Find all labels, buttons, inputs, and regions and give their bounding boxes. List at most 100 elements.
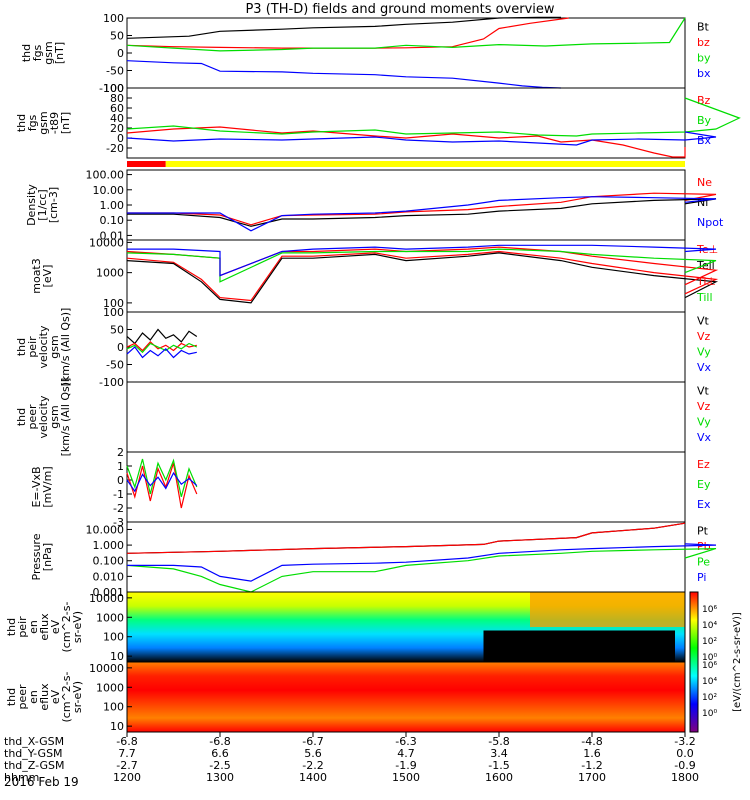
colorbar-tick-top: 10⁴ [702,621,717,631]
y-tick-label: 50 [110,30,124,43]
colorbar-tick-bottom: 10² [702,693,717,703]
series-line-Till [126,248,717,283]
panel-6: 210-1-2-3 E=-VxB[mV/m] Ez Ey Ex [30,446,711,529]
y-tick-label: 0 [117,341,124,354]
y-axis-label: peir [16,616,29,638]
x-coord-value: 3.4 [490,747,508,760]
y-axis-label: velocity [37,395,50,438]
panel-2: 100.00 10.00 1.00 0.10 0.01 Density[1/cc][cm-… [25,169,724,243]
y-tick-label: 0.001 [93,586,125,599]
time-axis: -6.87.7-2.71200-6.86.6-2.51300-6.75.6-2.… [4,732,699,784]
panel-frame [126,87,686,159]
y-axis-label: velocity [37,325,50,368]
y-tick-label: -50 [106,359,124,372]
x-coord-value: -1.9 [395,759,416,772]
series-line-Ey [126,458,198,497]
x-coord-value: 6.6 [211,747,229,760]
y-axis-label: fgs [26,114,39,131]
x-coord-value: -1.2 [581,759,602,772]
y-axis-label: eV [49,619,62,634]
spectrogram-9 [127,662,685,732]
status-bar-red [127,161,166,167]
y-axis-label: gsm [37,111,50,134]
y-tick-label: 10.000 [86,523,125,536]
y-tick-label: 10 [110,650,124,663]
y-tick-label: 100 [103,297,124,310]
x-hhmm-label: hhmm [4,771,39,784]
x-time-label: 1400 [299,771,327,784]
y-tick-label: -2 [113,502,124,515]
series-line-Pe [126,548,717,593]
series-line-bz [126,17,569,49]
legend-By: By [697,114,712,127]
y-axis-label: en [27,620,40,634]
series-line-By [126,97,741,137]
x-coord-value: -6.7 [302,735,323,748]
y-axis-label: gsm [42,41,55,64]
y-axis-label: eV [49,689,62,704]
y-axis-label: Pressure [30,533,43,580]
y-tick-label: 0 [117,132,124,145]
y-tick-label: 100 [103,631,124,644]
panel-frame [126,381,686,453]
colorbar-tick-bottom: 10⁰ [702,709,717,719]
legend-Vx: Vx [697,431,712,444]
y-axis-label: (cm^2-s- [60,672,73,723]
x-coord-value: 4.7 [397,747,415,760]
series-line-Ex [126,471,198,493]
y-axis-label: E=-VxB [30,466,43,507]
y-tick-label: 20 [110,122,124,135]
series-line-by [126,17,686,52]
x-row-label: thd_X-GSM [4,735,64,748]
panel-frame [126,311,686,383]
y-tick-label: 10.00 [93,184,125,197]
legend-Vy: Vy [697,346,711,359]
y-tick-label: 1.000 [93,539,125,552]
legend-Vx: Vx [697,361,712,374]
y-tick-label: 100 [103,82,124,95]
x-coord-value: 0.0 [676,747,694,760]
x-coord-value: 7.7 [118,747,136,760]
series-line-Vy [126,342,198,354]
x-coord-value: 1.6 [583,747,601,760]
x-coord-value: -6.8 [116,735,137,748]
legend-Ex: Ex [697,498,711,511]
legend-Npot: Npot [697,216,724,229]
x-time-label: 1200 [113,771,141,784]
y-axis-label: peer [16,684,29,710]
y-tick-label: 50 [110,324,124,337]
y-axis-label: [mV/m] [41,466,54,507]
series-line-Te⊥ [126,250,719,302]
y-tick-label: 0.100 [93,555,125,568]
x-time-label: 1500 [392,771,420,784]
panels: 100500-50-100thdfgsgsm[nT]Btbzbybx100806… [5,12,743,733]
y-axis-label: sr-eV) [71,681,84,713]
series-line-Tell [126,252,719,304]
y-axis-label: [nT] [53,42,66,64]
y-tick-label: -50 [106,65,124,78]
legend-Ne: Ne [697,176,712,189]
y-axis-label: [nPa] [41,543,54,571]
y-axis-label: thd [15,338,28,356]
y-tick-label: 1000 [96,267,124,280]
x-coord-value: -5.8 [488,735,509,748]
spectrogram-hot-region [530,592,685,627]
y-tick-label: -1 [113,488,124,501]
y-tick-label: 100 [103,701,124,714]
y-tick-label: 100 [103,12,124,25]
y-tick-label: 0 [117,474,124,487]
legend-Pb: Pb [697,540,711,553]
series-line-Pi [127,543,717,582]
y-axis-label: eflux [38,613,51,641]
x-time-label: 1700 [578,771,606,784]
colorbar-tick-top: 10² [702,637,717,647]
legend-Ti⊥: Ti⊥ [696,275,716,288]
legend-Pe: Pe [697,556,710,569]
x-time-label: 1300 [206,771,234,784]
series-line-Bx [126,131,717,146]
plot-title: P3 (TH-D) fields and ground moments over… [245,2,554,17]
y-tick-label: 80 [110,92,124,105]
legend-Vy: Vy [697,416,711,429]
